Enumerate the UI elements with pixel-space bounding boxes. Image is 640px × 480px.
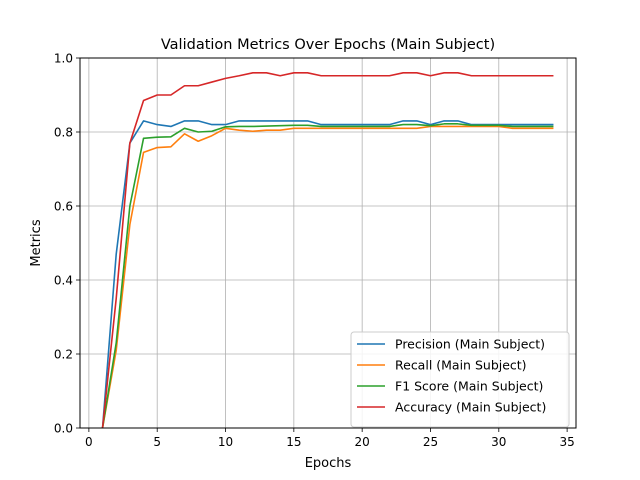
- x-axis-label: Epochs: [305, 456, 352, 471]
- axis-ticks: 0 5 10 15 20 25 30 35 0.0 0.2 0.4 0.6 0.8 1.0: [54, 52, 575, 450]
- x-tick-label: 5: [153, 435, 161, 449]
- y-tick-label: 0.4: [54, 274, 73, 288]
- x-tick-label: 0: [85, 435, 93, 449]
- y-tick-label: 0.0: [54, 422, 73, 436]
- plot-frame: [79, 57, 577, 429]
- x-tick-label: 15: [286, 435, 301, 449]
- x-tick-label: 30: [491, 435, 506, 449]
- y-axis-label: Metrics: [29, 219, 44, 266]
- y-tick-label: 0.2: [54, 348, 73, 362]
- x-tick-label: 20: [355, 435, 370, 449]
- series-lines: [101, 72, 554, 429]
- legend-box: [350, 331, 570, 428]
- legend: Precision (Main Subject) Recall (Main Sub…: [350, 331, 570, 428]
- y-tick-label: 0.6: [54, 200, 73, 214]
- legend-label: Accuracy (Main Subject): [395, 400, 546, 415]
- x-tick-label: 25: [423, 435, 438, 449]
- chart-title: Validation Metrics Over Epochs (Main Sub…: [161, 37, 495, 53]
- legend-label: Recall (Main Subject): [395, 358, 527, 373]
- series-line-3: [101, 123, 554, 429]
- legend-label: Precision (Main Subject): [395, 337, 545, 352]
- y-tick-label: 0.8: [54, 126, 73, 140]
- series-line-2: [101, 125, 554, 429]
- y-tick-label: 1.0: [54, 52, 73, 66]
- x-tick-label: 10: [218, 435, 233, 449]
- legend-label: F1 Score (Main Subject): [395, 379, 543, 394]
- series-line-4: [101, 72, 554, 429]
- x-tick-label: 35: [559, 435, 574, 449]
